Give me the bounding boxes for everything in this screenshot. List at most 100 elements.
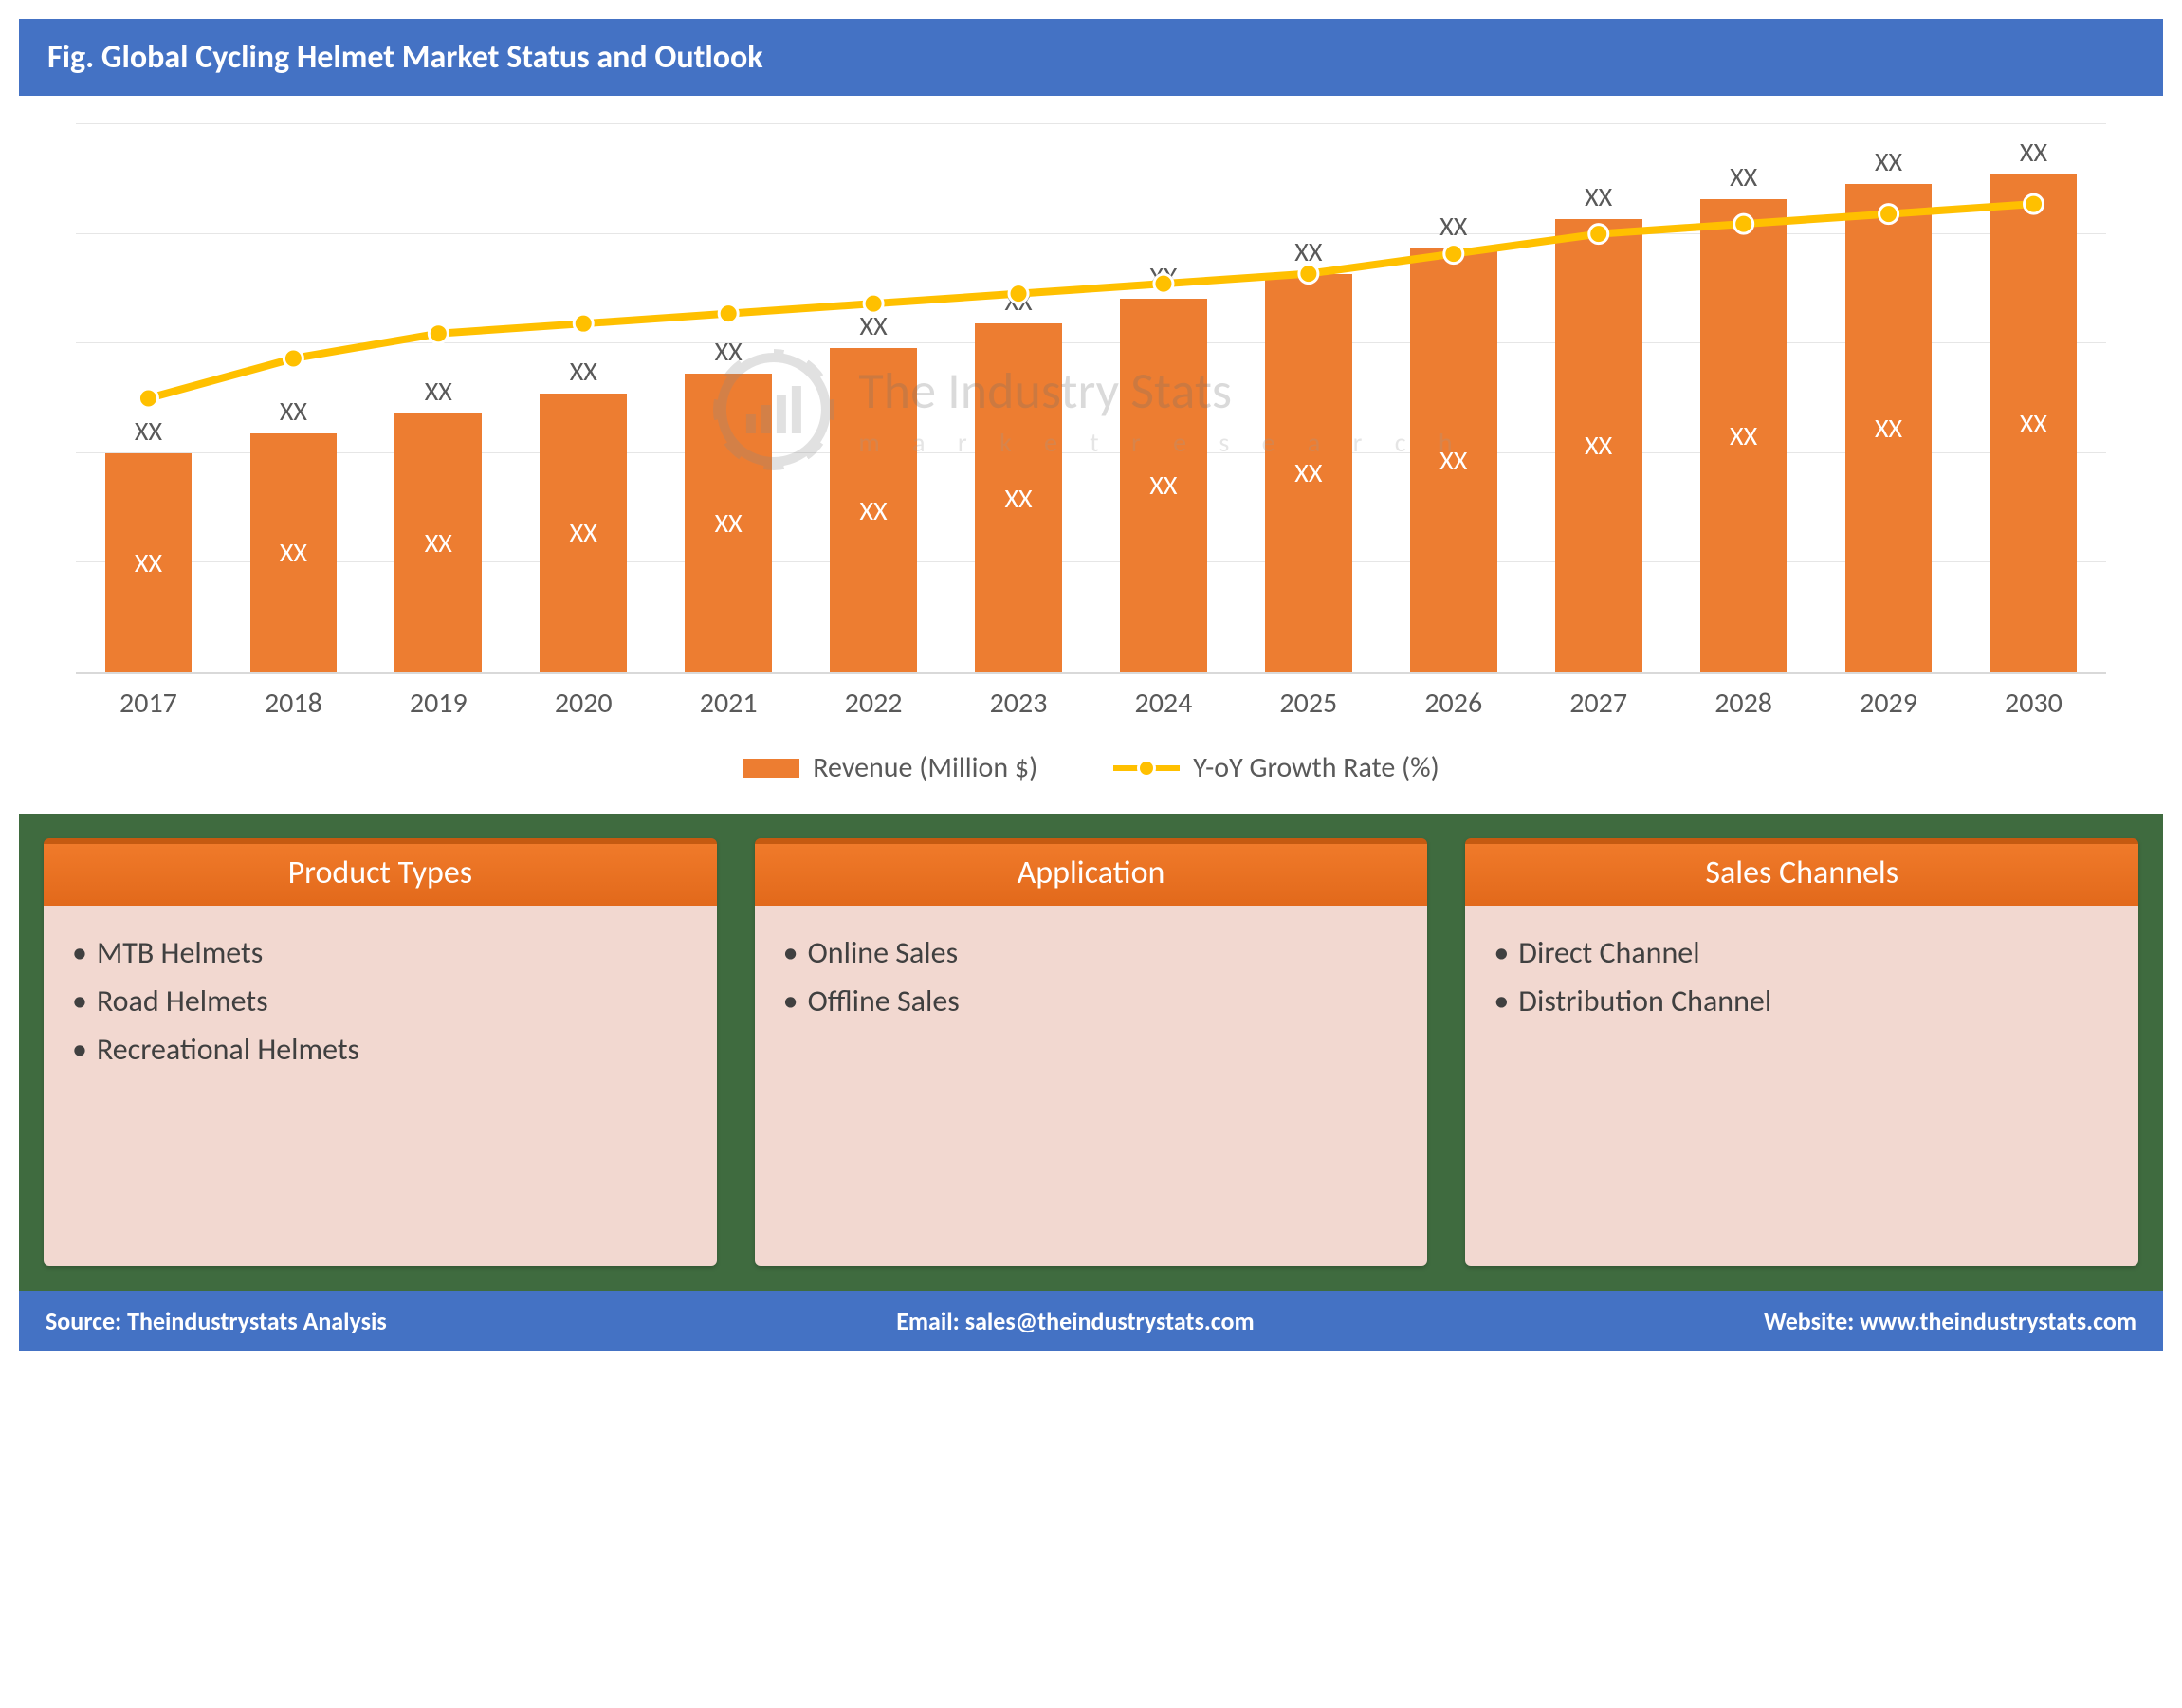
- revenue-bar: XX: [250, 433, 338, 672]
- revenue-bar: XX: [1120, 299, 1207, 672]
- x-axis-label: 2018: [221, 686, 366, 721]
- x-axis-label: 2026: [1381, 686, 1526, 721]
- revenue-bar: XX: [1845, 184, 1933, 672]
- bar-slot: XX XX: [1671, 124, 1816, 672]
- bar-slot: XX XX: [1526, 124, 1671, 672]
- legend-revenue: Revenue (Million $): [743, 750, 1037, 785]
- bar-inner-label: XX: [2020, 407, 2047, 440]
- bar-top-label: XX: [1004, 285, 1032, 318]
- chart-container: XX XX XX XX XX XX XX XX XX XX XX XX XX XX XX XX XX XX XX XX…: [19, 96, 2163, 814]
- bar-inner-label: XX: [135, 546, 162, 579]
- bar-inner-label: XX: [280, 536, 307, 569]
- panel-item: Distribution Channel: [1494, 977, 2110, 1025]
- revenue-bar: XX: [830, 348, 917, 672]
- x-axis-label: 2027: [1526, 686, 1671, 721]
- panel-item: Online Sales: [783, 928, 1400, 977]
- chart-area: XX XX XX XX XX XX XX XX XX XX XX XX XX XX XX XX XX XX XX XX…: [57, 124, 2125, 731]
- bar-top-label: XX: [2020, 136, 2047, 169]
- revenue-bar: XX: [685, 374, 772, 672]
- bar-inner-label: XX: [1004, 482, 1032, 515]
- bar-top-label: XX: [1439, 210, 1467, 243]
- x-axis-label: 2030: [1961, 686, 2106, 721]
- revenue-bar: XX: [1990, 174, 2078, 672]
- segment-panel: ApplicationOnline SalesOffline Sales: [755, 838, 1428, 1266]
- bar-top-label: XX: [135, 414, 162, 448]
- panel-header: Sales Channels: [1465, 838, 2138, 906]
- revenue-bar: XX: [975, 323, 1062, 672]
- bar-slot: XX XX: [801, 124, 946, 672]
- bar-slot: XX XX: [1236, 124, 1381, 672]
- legend-bar-swatch: [743, 759, 799, 778]
- figure-root: Fig. Global Cycling Helmet Market Status…: [19, 19, 2163, 1351]
- panel-header: Application: [755, 838, 1428, 906]
- panel-item: MTB Helmets: [72, 928, 688, 977]
- panel-item: Direct Channel: [1494, 928, 2110, 977]
- bar-top-label: XX: [1730, 160, 1757, 193]
- bar-top-label: XX: [1294, 235, 1322, 268]
- bar-slot: XX XX: [366, 124, 511, 672]
- legend-bar-label: Revenue (Million $): [813, 750, 1037, 785]
- revenue-bar: XX: [1555, 219, 1642, 672]
- revenue-bar: XX: [540, 394, 627, 672]
- legend-line-swatch: [1113, 765, 1180, 771]
- bar-top-label: XX: [1875, 145, 1902, 178]
- x-axis-label: 2022: [801, 686, 946, 721]
- bar-top-label: XX: [860, 309, 888, 342]
- bar-inner-label: XX: [1149, 468, 1177, 502]
- bar-inner-label: XX: [1439, 444, 1467, 477]
- revenue-bar: XX: [1700, 199, 1788, 672]
- bar-slot: XX XX: [1091, 124, 1236, 672]
- x-axis-label: 2017: [76, 686, 221, 721]
- bar-slot: XX XX: [76, 124, 221, 672]
- bar-slot: XX XX: [1381, 124, 1526, 672]
- bar-slot: XX XX: [221, 124, 366, 672]
- bar-slot: XX XX: [1816, 124, 1961, 672]
- bar-inner-label: XX: [860, 494, 888, 527]
- x-axis-label: 2023: [946, 686, 1091, 721]
- bar-top-label: XX: [280, 395, 307, 428]
- figure-footer: Source: Theindustrystats Analysis Email:…: [19, 1291, 2163, 1351]
- footer-email: Email: sales@theindustrystats.com: [896, 1306, 1254, 1336]
- revenue-bar: XX: [1265, 274, 1352, 672]
- footer-source: Source: Theindustrystats Analysis: [46, 1306, 387, 1336]
- bar-inner-label: XX: [1875, 412, 1902, 445]
- segment-panel: Product TypesMTB HelmetsRoad HelmetsRecr…: [44, 838, 717, 1266]
- bar-inner-label: XX: [1585, 429, 1612, 462]
- panels-container: Product TypesMTB HelmetsRoad HelmetsRecr…: [19, 814, 2163, 1291]
- revenue-bar: XX: [105, 453, 193, 672]
- bar-top-label: XX: [1585, 180, 1612, 213]
- bar-inner-label: XX: [1730, 419, 1757, 452]
- plot-area: XX XX XX XX XX XX XX XX XX XX XX XX XX XX XX XX XX XX XX XX…: [76, 124, 2106, 674]
- bar-top-label: XX: [1149, 260, 1177, 293]
- legend-line-label: Y-oY Growth Rate (%): [1193, 750, 1439, 785]
- panel-body: MTB HelmetsRoad HelmetsRecreational Helm…: [44, 906, 717, 1266]
- bar-inner-label: XX: [570, 516, 597, 549]
- revenue-bar: XX: [1410, 248, 1497, 672]
- bar-top-label: XX: [570, 355, 597, 388]
- x-axis-label: 2020: [511, 686, 656, 721]
- revenue-bar: XX: [394, 413, 482, 672]
- x-axis-labels: 2017201820192020202120222023202420252026…: [76, 674, 2106, 731]
- panel-body: Direct ChannelDistribution Channel: [1465, 906, 2138, 1266]
- panel-item: Road Helmets: [72, 977, 688, 1025]
- bar-inner-label: XX: [425, 526, 452, 560]
- x-axis-label: 2025: [1236, 686, 1381, 721]
- bar-inner-label: XX: [1294, 456, 1322, 489]
- bar-top-label: XX: [425, 375, 452, 408]
- panel-item: Recreational Helmets: [72, 1025, 688, 1074]
- x-axis-label: 2029: [1816, 686, 1961, 721]
- x-axis-label: 2024: [1091, 686, 1236, 721]
- x-axis-label: 2021: [656, 686, 801, 721]
- bar-slot: XX XX: [511, 124, 656, 672]
- bars-group: XX XX XX XX XX XX XX XX XX XX XX XX XX XX XX XX XX XX XX XX…: [76, 124, 2106, 672]
- footer-website: Website: www.theindustrystats.com: [1764, 1306, 2136, 1336]
- figure-title: Fig. Global Cycling Helmet Market Status…: [19, 19, 2163, 96]
- bar-slot: XX XX: [1961, 124, 2106, 672]
- bar-inner-label: XX: [715, 506, 743, 540]
- legend-growth: Y-oY Growth Rate (%): [1113, 750, 1439, 785]
- x-axis-label: 2028: [1671, 686, 1816, 721]
- x-axis-label: 2019: [366, 686, 511, 721]
- bar-slot: XX XX: [946, 124, 1091, 672]
- bar-slot: XXXX: [656, 124, 801, 672]
- segment-panel: Sales ChannelsDirect ChannelDistribution…: [1465, 838, 2138, 1266]
